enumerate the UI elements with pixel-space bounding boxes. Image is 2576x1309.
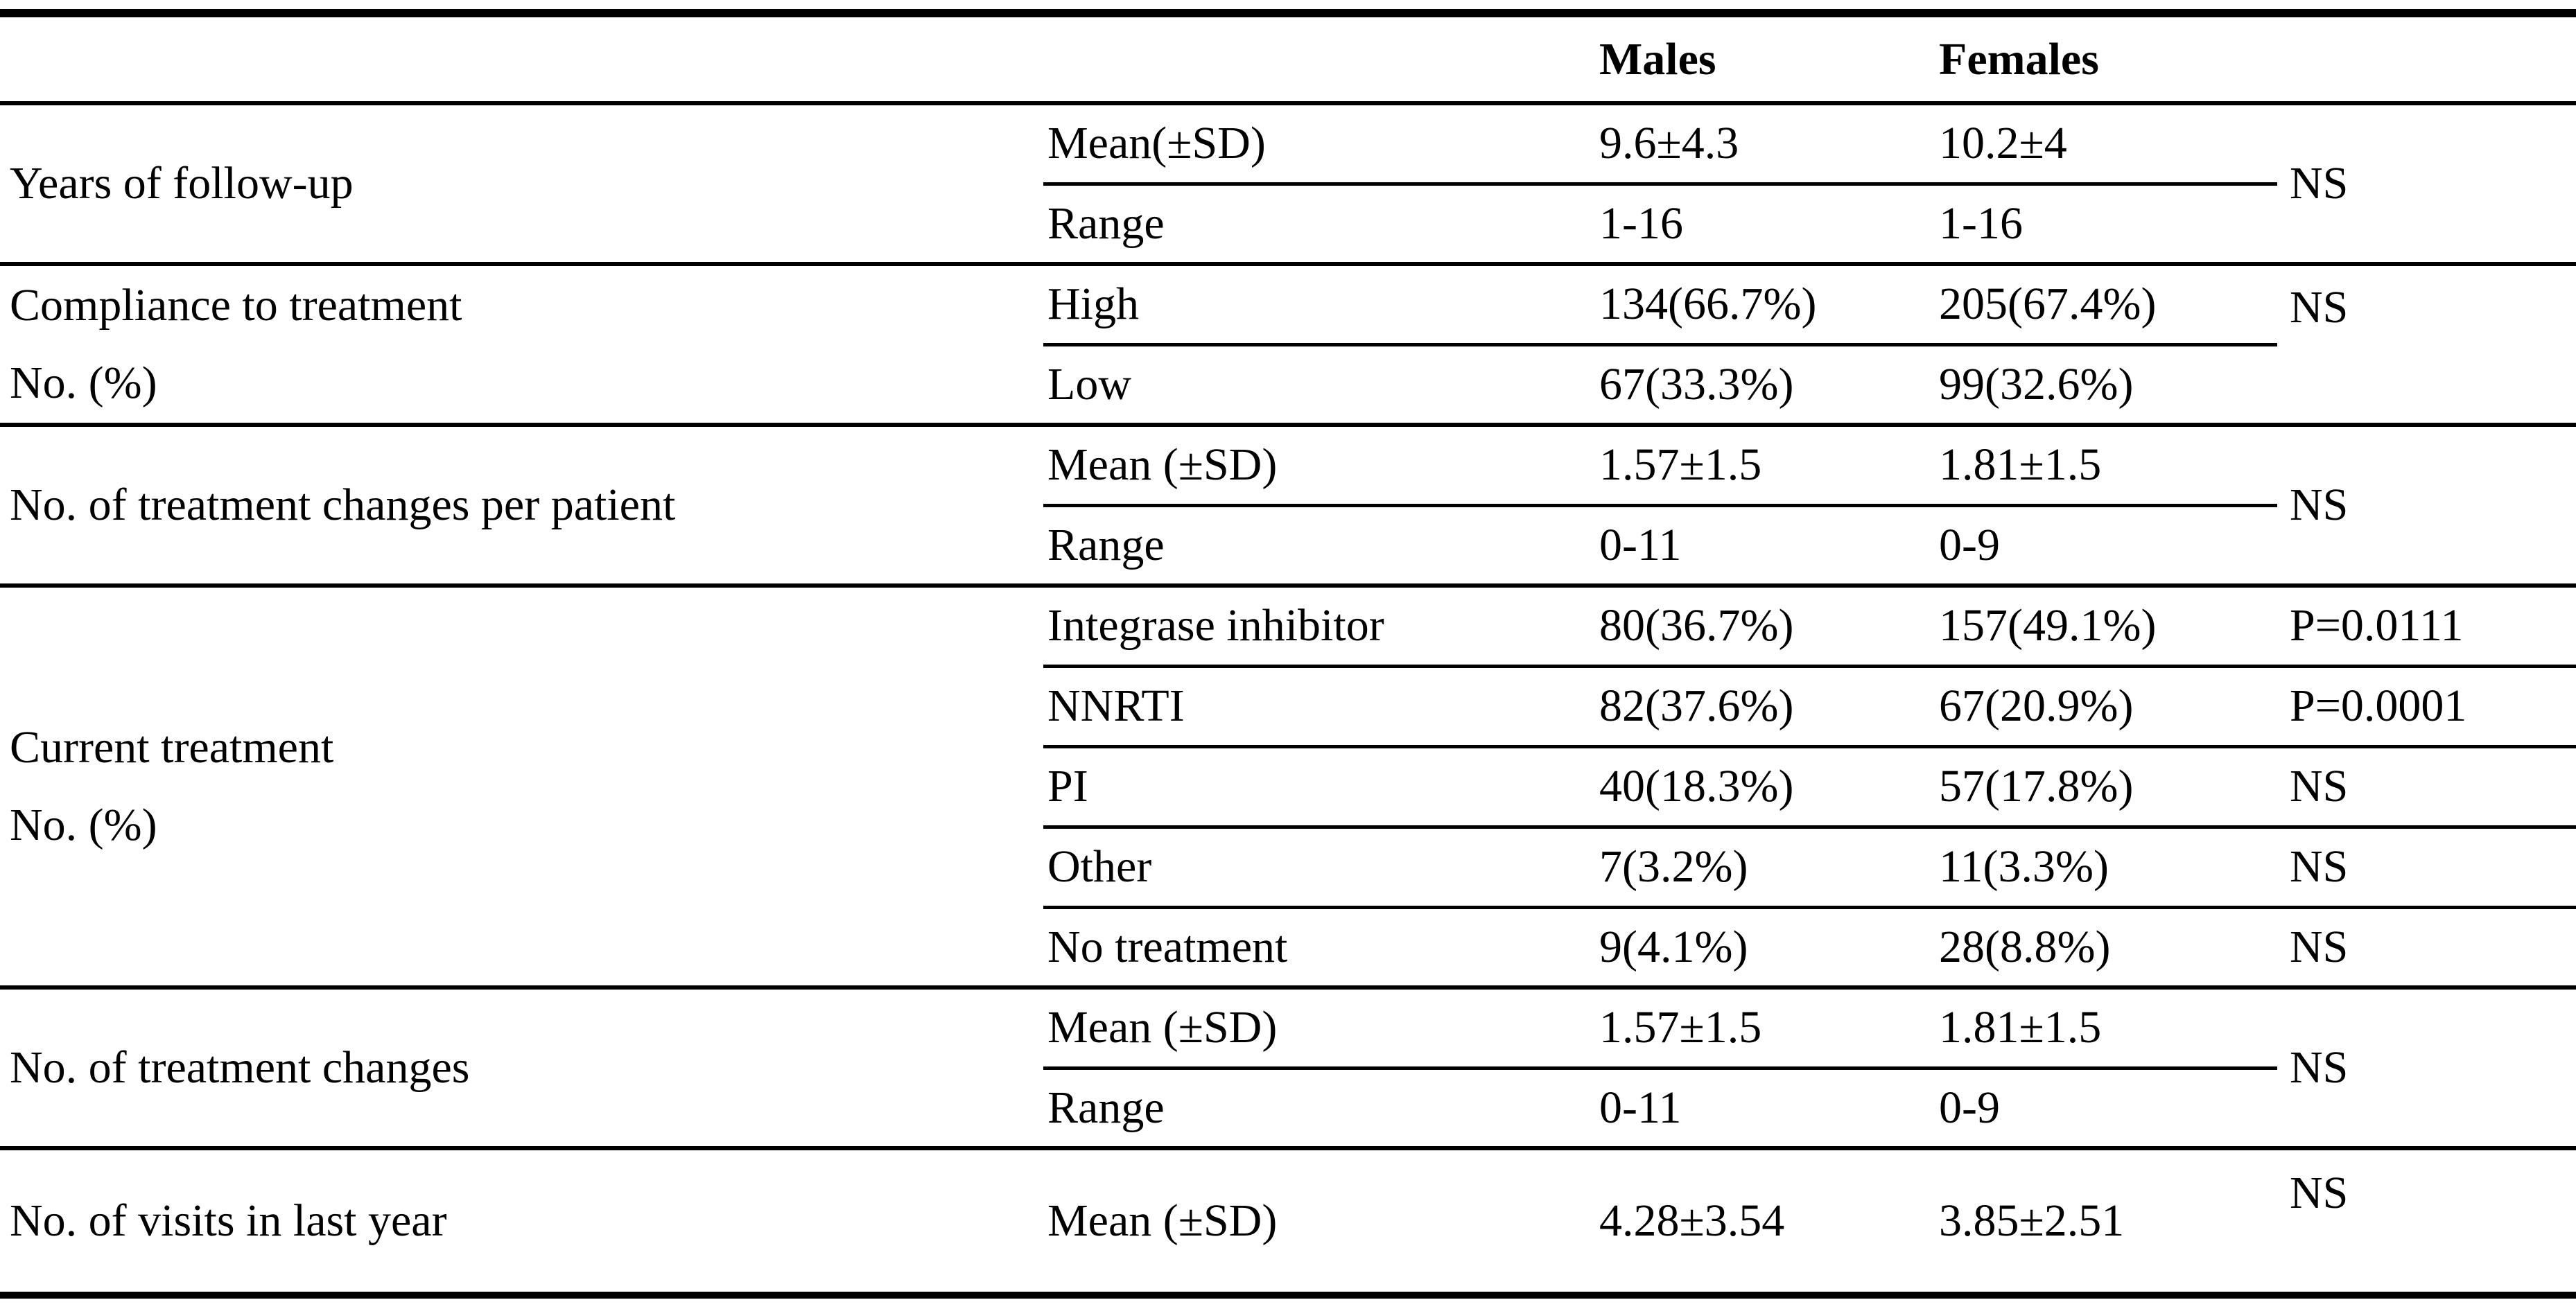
sub-category-label: PI <box>1043 746 1591 829</box>
category-label: Years of follow-up <box>0 103 1043 266</box>
sub-category-label: Low <box>1043 344 1591 427</box>
males-value: 82(37.6%) <box>1591 666 1931 748</box>
males-value: 0-11 <box>1591 1068 1931 1150</box>
sub-category-label: No treatment <box>1043 907 1591 990</box>
significance-value: NS <box>2277 103 2576 266</box>
table-row: Range 1-16 1-16 <box>0 184 2576 266</box>
sub-category-label: Mean (±SD) <box>1043 425 1591 507</box>
patient-summary-table: Males Females Years of follow-up Mean(±S… <box>0 9 2576 1299</box>
males-value: 80(36.7%) <box>1591 586 1931 668</box>
sub-category-label: High <box>1043 264 1591 346</box>
females-value: 1.81±1.5 <box>1931 987 2277 1070</box>
header-row: Males Females <box>0 13 2576 105</box>
table-row: No. of treatment changes per patient Mea… <box>0 425 2576 588</box>
significance-value: P=0.0001 <box>2277 666 2576 748</box>
significance-value: NS <box>2277 987 2576 1150</box>
header-significance-cell <box>2277 13 2576 105</box>
table-row: PI 40(18.3%) 57(17.8%) NS <box>0 746 2576 829</box>
table-row: No. of visits in last year Mean (±SD) 4.… <box>0 1148 2576 1295</box>
sub-category-label: Mean(±SD) <box>1043 103 1591 186</box>
females-value: 0-9 <box>1931 1068 2277 1150</box>
category-label: Current treatment No. (%) <box>0 586 1043 990</box>
significance-value: NS <box>2277 264 2576 427</box>
category-label-line1: Current treatment <box>10 721 334 773</box>
table-row: Years of follow-up Mean(±SD) 9.6±4.3 10.… <box>0 103 2576 266</box>
males-value: 1.57±1.5 <box>1591 425 1931 507</box>
males-value: 9.6±4.3 <box>1591 103 1931 186</box>
females-value: 99(32.6%) <box>1931 344 2277 427</box>
table-row: Range 0-11 0-9 <box>0 505 2576 588</box>
males-value: 9(4.1%) <box>1591 907 1931 990</box>
significance-value: NS <box>2277 907 2576 990</box>
significance-value: NS <box>2277 827 2576 909</box>
significance-value: NS <box>2277 425 2576 588</box>
males-value: 40(18.3%) <box>1591 746 1931 829</box>
table-row: Other 7(3.2%) 11(3.3%) NS <box>0 827 2576 909</box>
males-value: 7(3.2%) <box>1591 827 1931 909</box>
category-label: No. of visits in last year <box>10 1195 447 1246</box>
significance-value: NS <box>2277 746 2576 829</box>
males-value: 67(33.3%) <box>1591 344 1931 427</box>
category-label-line2: No. (%) <box>10 358 157 408</box>
males-value: 0-11 <box>1591 505 1931 588</box>
females-value: 0-9 <box>1931 505 2277 588</box>
header-subcategory-cell <box>1043 13 1591 105</box>
sub-category-label: Range <box>1043 184 1591 266</box>
females-value: 11(3.3%) <box>1931 827 2277 909</box>
sub-category-label: Range <box>1043 1068 1591 1150</box>
significance-value: P=0.0111 <box>2277 586 2576 668</box>
females-value: 28(8.8%) <box>1931 907 2277 990</box>
table-row: No treatment 9(4.1%) 28(8.8%) NS <box>0 907 2576 990</box>
sub-category-label: Mean (±SD) <box>1047 1195 1278 1246</box>
category-label-line2: No. (%) <box>10 800 157 850</box>
females-value: 3.85±2.51 <box>1939 1195 2125 1246</box>
header-category-cell <box>0 13 1043 105</box>
females-value: 1-16 <box>1931 184 2277 266</box>
table-row: Low 67(33.3%) 99(32.6%) <box>0 344 2576 427</box>
females-value: 10.2±4 <box>1931 103 2277 186</box>
females-value: 205(67.4%) <box>1931 264 2277 346</box>
males-column-header: Males <box>1591 13 1931 105</box>
table-row: No. of treatment changes Mean (±SD) 1.57… <box>0 987 2576 1150</box>
sub-category-label: NNRTI <box>1043 666 1591 748</box>
table-row: Compliance to treatment No. (%) High 134… <box>0 264 2576 427</box>
category-label: No. of treatment changes per patient <box>0 425 1043 588</box>
sub-category-label: Integrase inhibitor <box>1043 586 1591 668</box>
table-row: Range 0-11 0-9 <box>0 1068 2576 1150</box>
category-label: Compliance to treatment No. (%) <box>0 264 1043 427</box>
males-value: 4.28±3.54 <box>1599 1195 1785 1246</box>
category-label: No. of treatment changes <box>0 987 1043 1150</box>
sub-category-label: Mean (±SD) <box>1043 987 1591 1070</box>
females-value: 1.81±1.5 <box>1931 425 2277 507</box>
males-value: 1.57±1.5 <box>1591 987 1931 1070</box>
sub-category-label: Range <box>1043 505 1591 588</box>
males-value: 134(66.7%) <box>1591 264 1931 346</box>
females-value: 57(17.8%) <box>1931 746 2277 829</box>
females-value: 157(49.1%) <box>1931 586 2277 668</box>
table-row: Current treatment No. (%) Integrase inhi… <box>0 586 2576 990</box>
males-value: 1-16 <box>1591 184 1931 266</box>
category-label-line1: Compliance to treatment <box>10 279 462 331</box>
sub-category-label: Other <box>1043 827 1591 909</box>
table-row: NNRTI 82(37.6%) 67(20.9%) P=0.0001 <box>0 666 2576 748</box>
females-value: 67(20.9%) <box>1931 666 2277 748</box>
significance-value: NS <box>2290 1168 2349 1218</box>
females-column-header: Females <box>1931 13 2277 105</box>
